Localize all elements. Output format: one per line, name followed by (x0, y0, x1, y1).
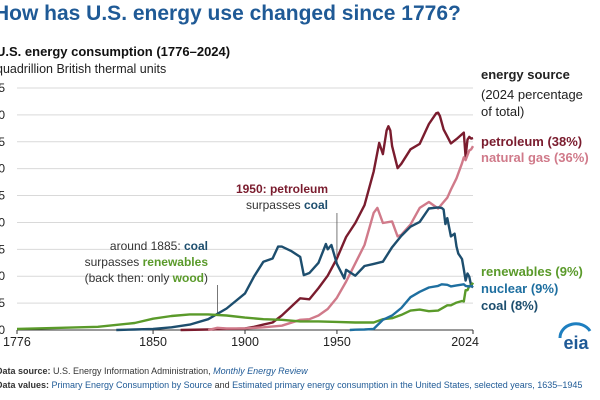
series-line-petroleum (180, 111, 474, 332)
footer-values-link-2[interactable]: Estimated primary energy consumption in … (232, 380, 583, 390)
series-line-nuclear (349, 283, 474, 332)
y-tick-label: 30 (0, 162, 5, 176)
annotation-1950-coal: coal (304, 198, 328, 212)
x-tick-label: 1950 (323, 335, 351, 349)
footer-source: Data source: U.S. Energy Information Adm… (0, 366, 308, 376)
footer-values-label: Data values: (0, 380, 50, 390)
footer-source-text: U.S. Energy Information Administration, (50, 366, 214, 376)
page-title: How has U.S. energy use changed since 17… (0, 2, 461, 25)
series-line-natural-gas (207, 145, 475, 332)
series-label-petroleum: petroleum (38%) (481, 134, 582, 149)
chart-title: U.S. energy consumption (1776–2024) (0, 44, 231, 59)
y-tick-label: 15 (0, 242, 5, 256)
y-tick-label: 35 (0, 135, 5, 149)
footer-values-link-1[interactable]: Primary Energy Consumption by Source (49, 380, 213, 390)
annotation-1885-text3: (back then: only (85, 271, 173, 285)
series-label-natural-gas: natural gas (36%) (481, 150, 589, 165)
annotation-pointers (217, 213, 338, 314)
y-tick-label: 0 (0, 323, 5, 337)
annotation-1885-text4: ) (204, 271, 208, 285)
series-label-coal: coal (8%) (481, 298, 538, 313)
annotation-1950-text: surpasses (246, 198, 304, 212)
x-tick-label: 2024 (451, 335, 479, 349)
legend-title: energy source (481, 67, 570, 82)
series-label-nuclear: nuclear (9%) (481, 281, 558, 296)
series-labels: petroleum (38%)natural gas (36%) coal (8%… (481, 134, 589, 313)
series-line-renewables (16, 282, 475, 331)
grid-layer (17, 87, 473, 304)
footer-values: Data values: Primary Energy Consumption … (0, 380, 582, 390)
y-tick-label: 5 (0, 296, 5, 310)
annotation-1885-line2: surpasses renewables (85, 255, 209, 269)
annotation-1885-line3: (back then: only wood) (85, 271, 208, 285)
series-layer (16, 111, 475, 332)
annotation-1885-text2: surpasses (85, 255, 143, 269)
y-tick-label: 45 (0, 81, 5, 95)
x-tick-label: 1900 (231, 335, 259, 349)
annotation-1885-renewables: renewables (143, 255, 209, 269)
footer-values-and: and (212, 380, 233, 390)
annotation-1885-line1: around 1885: coal (110, 239, 208, 253)
y-tick-label: 25 (0, 189, 5, 203)
eia-logo: eia (558, 322, 592, 353)
y-tick-label: 20 (0, 215, 5, 229)
series-label-renewables: renewables (9%) (481, 264, 583, 279)
eia-logo-arc (558, 322, 592, 339)
y-tick-label: 10 (0, 269, 5, 283)
footer-source-publication[interactable]: Monthly Energy Review (213, 366, 308, 376)
footer-source-label: Data source: (0, 366, 51, 376)
y-tick-label: 40 (0, 108, 5, 122)
chart-units: quadrillion British thermal units (0, 62, 167, 76)
series-line-coal (116, 206, 474, 332)
legend-note: (2024 percentage of total) (481, 87, 583, 119)
eia-logo-text: eia (563, 333, 589, 353)
annotation-1885-coal: coal (184, 239, 208, 253)
x-tick-label: 1776 (3, 335, 31, 349)
annotation-1885-text1: around 1885: (110, 239, 184, 253)
annotation-1885-wood: wood (172, 271, 204, 285)
axis-layer: 0 5 10 15 20 25 30 35 40 45 1776 1850 1900 1950 2024 (0, 81, 479, 349)
annotation-1950-line2: surpasses coal (246, 198, 328, 212)
annotation-1950-title: 1950: petroleum (236, 182, 328, 196)
x-tick-label: 1850 (139, 335, 167, 349)
